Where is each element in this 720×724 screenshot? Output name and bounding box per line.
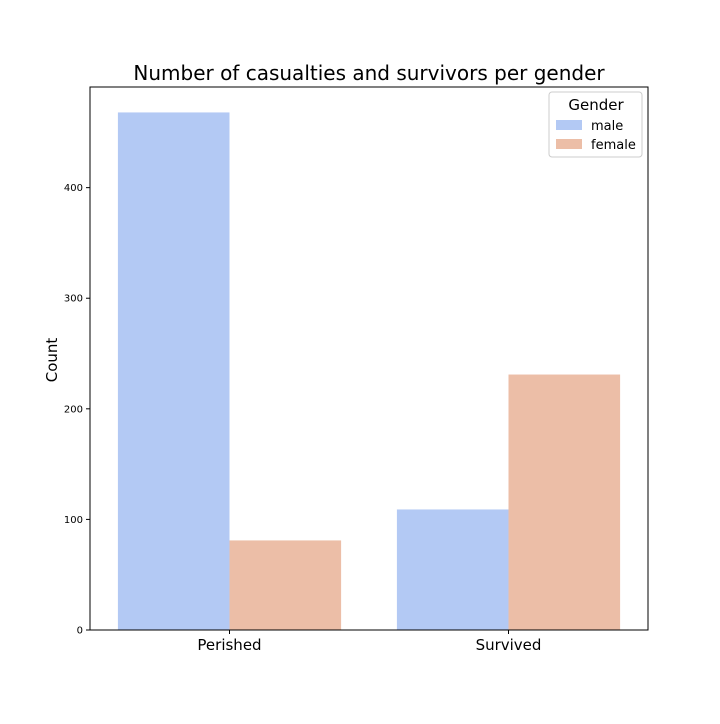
y-tick-label: 400: [64, 183, 83, 194]
y-tick-label: 300: [64, 294, 83, 305]
legend-title: Gender: [568, 96, 624, 114]
legend-swatch-male: [556, 120, 582, 130]
y-tick-label: 0: [77, 626, 83, 637]
ticks-group: Perished Survived 0 100 200 300 400: [64, 183, 542, 654]
legend-label-male: male: [591, 119, 623, 134]
chart-title: Number of casualties and survivors per g…: [133, 61, 605, 85]
y-tick-label: 200: [64, 404, 83, 415]
bar-male-survived: [396, 509, 509, 630]
bars-group: [117, 112, 621, 630]
y-tick-label: 100: [64, 515, 83, 526]
legend: Gender male female: [548, 91, 643, 158]
x-tick-label-survived: Survived: [476, 636, 542, 654]
y-axis-label: Count: [43, 338, 61, 383]
legend-label-female: female: [591, 138, 636, 153]
bar-male-perished: [117, 112, 230, 630]
plot-frame: [89, 86, 649, 631]
x-tick-label-perished: Perished: [197, 636, 261, 654]
bar-female-perished: [229, 540, 342, 630]
legend-swatch-female: [556, 139, 582, 149]
bar-female-survived: [508, 374, 621, 630]
